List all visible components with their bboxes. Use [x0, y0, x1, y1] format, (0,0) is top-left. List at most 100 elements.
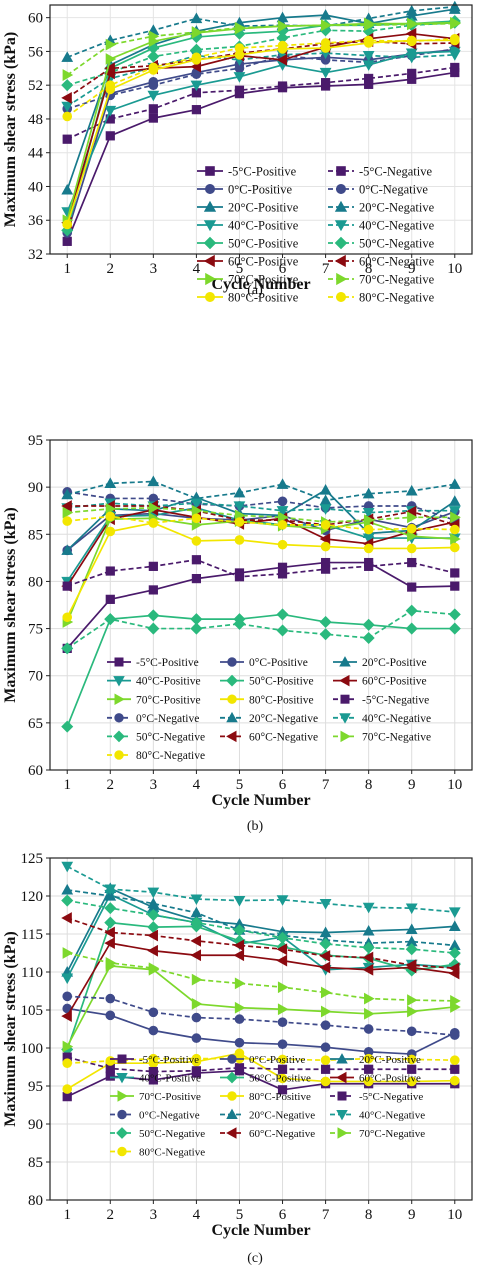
data-point	[363, 524, 374, 535]
legend-marker	[205, 272, 217, 286]
legend-marker	[340, 694, 350, 704]
data-point	[147, 929, 158, 942]
data-point	[277, 1017, 288, 1027]
data-point	[362, 924, 375, 936]
data-point	[61, 894, 74, 907]
legend-label: 20°C-Negative	[249, 1109, 315, 1121]
data-point	[104, 613, 117, 626]
legend-label: 70°C-Positive	[139, 1091, 201, 1103]
legend-label: 40°C-Positive	[228, 219, 299, 233]
legend-label: 0°C-Positive	[249, 1054, 305, 1066]
data-point	[233, 924, 246, 937]
legend-marker	[205, 166, 215, 176]
legend-marker	[113, 676, 125, 687]
legend-item-40c-negative: 40°C-Negative	[328, 219, 435, 233]
data-point	[276, 53, 288, 66]
data-point	[277, 1054, 288, 1065]
x-tick-label: 10	[447, 261, 462, 277]
data-point	[191, 1066, 202, 1076]
legend-marker	[203, 200, 217, 212]
data-point	[104, 937, 115, 950]
data-point	[319, 937, 332, 950]
x-tick-label: 9	[408, 1207, 416, 1223]
series-50c-negative	[61, 604, 461, 655]
plot-frame	[49, 857, 473, 1201]
data-point	[277, 496, 288, 507]
data-point	[363, 1024, 374, 1034]
legend-item-50c-negative: 50°C-Negative	[110, 1127, 205, 1140]
series-80c-negative	[62, 33, 460, 122]
data-point	[190, 934, 202, 947]
legend-marker	[226, 711, 238, 723]
data-point	[364, 73, 374, 84]
data-point	[147, 609, 160, 622]
legend-item-80c-negative: 80°C-Negative	[328, 291, 435, 305]
data-point	[362, 902, 375, 914]
data-point	[362, 618, 375, 631]
data-point	[191, 536, 202, 546]
data-point	[105, 502, 117, 515]
data-point	[362, 951, 374, 964]
legend-item-60c-positive: 60°C-Positive	[333, 674, 427, 688]
data-point	[276, 943, 288, 956]
legend-item-0c-negative: 0°C-Negative	[110, 1109, 200, 1121]
data-point	[448, 962, 460, 975]
data-point	[234, 85, 245, 95]
data-point	[61, 91, 72, 104]
data-point	[105, 1010, 116, 1021]
legend-marker	[227, 1091, 237, 1101]
legend-item-0c-positive: 0°C-Positive	[220, 657, 308, 669]
y-tick-label: 36	[28, 213, 44, 229]
data-point	[277, 981, 289, 994]
data-point	[147, 90, 160, 102]
data-point	[407, 530, 418, 543]
data-point	[407, 557, 417, 568]
legend-item-60c-positive: 60°C-Positive	[197, 255, 299, 269]
series-line	[66, 66, 455, 140]
legend-label: 50°C-Positive	[249, 1072, 311, 1084]
legend-item-50c-positive: 50°C-Positive	[220, 1071, 311, 1084]
series-line	[66, 609, 455, 650]
legend-marker	[334, 254, 346, 268]
series-line	[66, 508, 455, 587]
legend-marker	[226, 1071, 238, 1084]
data-point	[449, 33, 460, 44]
legend-marker	[336, 166, 346, 176]
data-point	[234, 977, 246, 990]
data-point	[233, 617, 246, 630]
data-point	[105, 80, 116, 91]
data-point	[148, 1053, 159, 1064]
x-tick-label: 8	[365, 261, 373, 277]
data-point	[190, 80, 203, 92]
legend-marker	[114, 713, 124, 723]
legend-label: 20°C-Positive	[362, 657, 427, 669]
data-point	[277, 20, 289, 32]
data-point	[362, 631, 375, 645]
data-point	[319, 898, 332, 910]
series-line	[66, 5, 455, 59]
x-tick-label: 7	[322, 261, 330, 277]
legend-marker	[117, 1090, 128, 1102]
legend-item-80c-negative: 80°C-Negative	[107, 750, 205, 762]
y-axis-title: Maximum shear stress (kPa)	[2, 931, 19, 1126]
x-tick-label: 1	[63, 1207, 71, 1223]
x-tick-label: 3	[150, 261, 158, 277]
data-point	[148, 62, 159, 73]
legend-label: 20°C-Negative	[359, 201, 435, 215]
data-point	[320, 541, 331, 552]
data-point	[448, 506, 461, 517]
data-point	[234, 1001, 246, 1014]
legend-item-80c-negative: 80°C-Negative	[110, 1146, 205, 1158]
data-point	[448, 946, 461, 960]
y-tick-label: 44	[28, 146, 44, 162]
y-tick-label: 120	[21, 889, 44, 905]
x-tick-label: 5	[236, 777, 244, 793]
legend-marker	[114, 693, 125, 705]
legend-item-50c-positive: 50°C-Positive	[220, 674, 314, 688]
legend-item-60c-positive: 60°C-Positive	[330, 1071, 421, 1084]
legend-label: 50°C-Negative	[359, 237, 435, 251]
series-line	[66, 613, 455, 727]
legend-item-70c-negative: 70°C-Negative	[333, 730, 431, 744]
data-point	[362, 963, 374, 976]
data-point	[406, 1026, 417, 1037]
